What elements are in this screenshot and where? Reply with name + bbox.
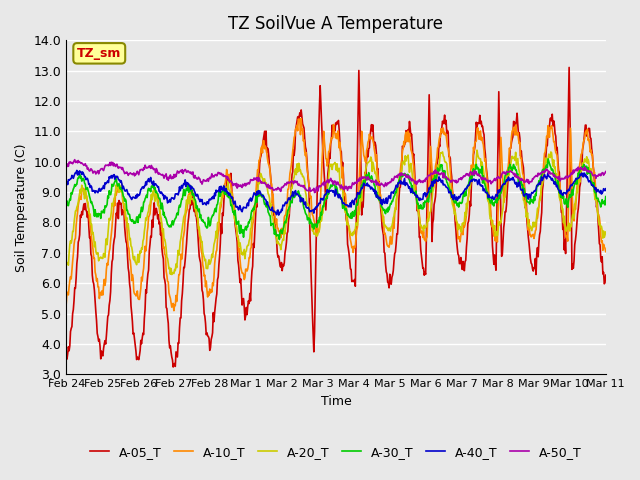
A-50_T bbox=[127, 170, 134, 176]
A-20_T bbox=[273, 234, 280, 240]
A-05_T bbox=[602, 272, 609, 278]
A-20_T bbox=[125, 237, 133, 242]
A-40_T bbox=[423, 192, 431, 198]
A-10_T bbox=[273, 216, 280, 222]
X-axis label: Time: Time bbox=[321, 395, 351, 408]
A-40_T bbox=[252, 192, 260, 198]
A-40_T bbox=[226, 190, 234, 196]
A-10_T bbox=[226, 171, 234, 177]
Y-axis label: Soil Temperature (C): Soil Temperature (C) bbox=[15, 143, 28, 272]
A-50_T bbox=[602, 169, 609, 175]
A-30_T bbox=[276, 237, 284, 242]
A-20_T bbox=[473, 147, 481, 153]
A-40_T bbox=[273, 212, 280, 217]
A-05_T bbox=[252, 201, 260, 207]
A-40_T bbox=[602, 186, 609, 192]
A-05_T bbox=[170, 364, 177, 370]
A-05_T bbox=[565, 65, 573, 71]
A-30_T bbox=[392, 190, 400, 196]
A-10_T bbox=[298, 116, 305, 121]
A-50_T bbox=[310, 190, 318, 195]
A-50_T bbox=[273, 187, 280, 193]
A-10_T bbox=[393, 196, 401, 202]
Title: TZ SoilVue A Temperature: TZ SoilVue A Temperature bbox=[228, 15, 444, 33]
A-50_T bbox=[71, 157, 79, 163]
A-05_T bbox=[273, 237, 280, 243]
A-10_T bbox=[423, 234, 431, 240]
A-20_T bbox=[422, 224, 430, 229]
A-05_T bbox=[125, 281, 133, 287]
A-40_T bbox=[127, 194, 134, 200]
A-40_T bbox=[275, 212, 282, 218]
A-30_T bbox=[422, 199, 430, 204]
A-30_T bbox=[225, 195, 232, 201]
A-05_T bbox=[226, 175, 234, 180]
Text: TZ_sm: TZ_sm bbox=[77, 47, 122, 60]
Legend: A-05_T, A-10_T, A-20_T, A-30_T, A-40_T, A-50_T: A-05_T, A-10_T, A-20_T, A-30_T, A-40_T, … bbox=[86, 441, 586, 464]
A-50_T bbox=[226, 179, 234, 184]
Line: A-05_T: A-05_T bbox=[67, 68, 605, 367]
A-30_T bbox=[252, 200, 259, 205]
A-30_T bbox=[125, 212, 133, 217]
A-10_T bbox=[63, 300, 70, 306]
A-20_T bbox=[392, 197, 400, 203]
Line: A-50_T: A-50_T bbox=[67, 160, 605, 192]
A-10_T bbox=[602, 249, 609, 254]
A-20_T bbox=[252, 192, 260, 198]
A-05_T bbox=[63, 354, 70, 360]
Line: A-30_T: A-30_T bbox=[67, 159, 605, 240]
A-10_T bbox=[125, 256, 133, 262]
A-30_T bbox=[63, 202, 70, 208]
A-20_T bbox=[168, 272, 175, 277]
Line: A-20_T: A-20_T bbox=[67, 150, 605, 275]
A-50_T bbox=[63, 164, 70, 170]
Line: A-40_T: A-40_T bbox=[67, 170, 605, 215]
A-20_T bbox=[602, 229, 609, 235]
A-20_T bbox=[226, 188, 234, 193]
A-30_T bbox=[602, 194, 609, 200]
A-30_T bbox=[272, 231, 280, 237]
A-40_T bbox=[393, 182, 401, 188]
A-10_T bbox=[170, 308, 178, 313]
A-50_T bbox=[252, 175, 260, 181]
Line: A-10_T: A-10_T bbox=[67, 119, 605, 311]
A-40_T bbox=[73, 168, 81, 173]
A-40_T bbox=[63, 182, 70, 188]
A-30_T bbox=[544, 156, 552, 162]
A-10_T bbox=[252, 186, 260, 192]
A-50_T bbox=[423, 177, 431, 182]
A-50_T bbox=[393, 173, 401, 179]
A-05_T bbox=[392, 241, 400, 247]
A-05_T bbox=[422, 236, 430, 242]
A-20_T bbox=[63, 259, 70, 264]
